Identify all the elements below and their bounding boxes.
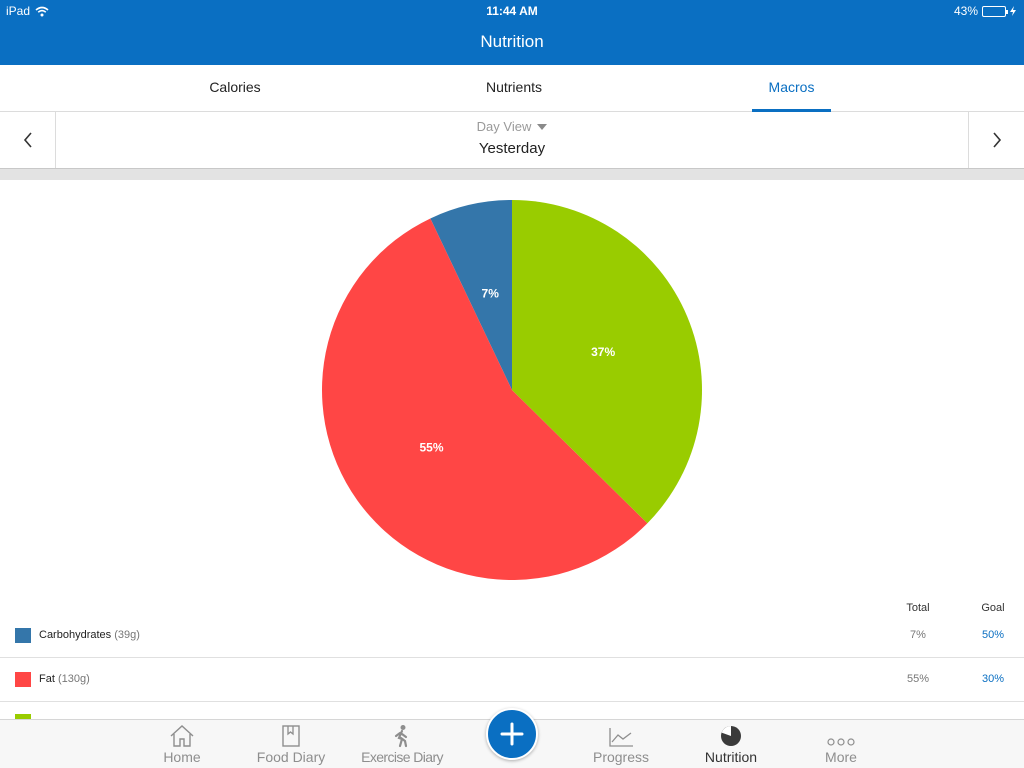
tab-calories[interactable]: Calories bbox=[209, 79, 261, 95]
tab-label: Home bbox=[163, 749, 201, 765]
tab-macros[interactable]: Macros bbox=[752, 65, 831, 112]
device-name: iPad bbox=[6, 4, 31, 18]
fat-swatch bbox=[15, 672, 31, 687]
pie-slice-fat[interactable] bbox=[322, 218, 648, 580]
tab-exercise-diary[interactable]: Exercise Diary bbox=[357, 720, 447, 768]
tab-nutrients[interactable]: Nutrients bbox=[485, 79, 543, 95]
legend-grams: (130g) bbox=[57, 673, 90, 685]
charging-bolt-icon bbox=[1010, 6, 1016, 16]
tab-label: Progress bbox=[592, 749, 650, 765]
chevron-right-icon bbox=[992, 132, 1001, 148]
tab-more[interactable]: More bbox=[806, 720, 876, 768]
tab-label: Exercise Diary bbox=[361, 749, 443, 765]
pie-label-fat: 55% bbox=[420, 440, 444, 454]
tab-label: Nutrition bbox=[704, 749, 758, 765]
legend-total: 55% bbox=[906, 673, 930, 685]
battery-icon bbox=[982, 5, 1008, 17]
divider-strip bbox=[0, 169, 1024, 180]
pie-label-carbohydrates: 7% bbox=[482, 287, 500, 301]
legend-name: Carbohydrates (39g) bbox=[39, 629, 140, 641]
plus-icon bbox=[500, 722, 524, 746]
legend-row-fat[interactable]: Fat (130g) 55% 30% bbox=[0, 658, 1024, 702]
tab-food-diary[interactable]: Food Diary bbox=[251, 720, 331, 768]
pie-slice-protein[interactable] bbox=[512, 200, 703, 524]
status-right: 43% bbox=[954, 4, 1016, 18]
day-label: Yesterday bbox=[478, 140, 546, 157]
legend-header: Total Goal bbox=[0, 600, 1024, 620]
pie-slice-carbohydrates[interactable] bbox=[430, 200, 512, 390]
add-button[interactable] bbox=[486, 708, 538, 760]
nutrition-tabs: Calories Nutrients Macros bbox=[0, 65, 1024, 112]
day-selector: Day View Yesterday bbox=[0, 112, 1024, 169]
total-header: Total bbox=[906, 602, 930, 614]
chevron-left-icon bbox=[23, 132, 32, 148]
legend-grams: (39g) bbox=[114, 629, 140, 641]
macros-pie-chart: 7% 55% 37% bbox=[0, 180, 1024, 600]
day-view-label: Day View bbox=[476, 119, 532, 134]
progress-chart-icon bbox=[609, 728, 633, 747]
legend-goal[interactable]: 50% bbox=[981, 629, 1005, 641]
next-day-button[interactable] bbox=[968, 112, 1024, 168]
tab-label: Food Diary bbox=[256, 749, 326, 765]
home-icon bbox=[170, 725, 194, 747]
tab-nutrition[interactable]: Nutrition bbox=[696, 720, 766, 768]
nutrition-pie-icon bbox=[721, 726, 741, 746]
food-diary-icon bbox=[282, 725, 300, 747]
legend-label: Carbohydrates bbox=[39, 629, 112, 641]
tab-home[interactable]: Home bbox=[147, 720, 217, 768]
day-view-dropdown[interactable]: Day View bbox=[477, 119, 548, 134]
caret-down-icon bbox=[537, 123, 548, 130]
pie-label-protein: 37% bbox=[591, 345, 615, 359]
legend-name: Fat (130g) bbox=[39, 673, 90, 685]
status-time: 11:44 AM bbox=[486, 4, 538, 18]
battery-percent: 43% bbox=[953, 4, 978, 18]
legend-total: 7% bbox=[910, 629, 926, 641]
status-left: iPad bbox=[6, 4, 49, 18]
exercise-icon bbox=[394, 725, 408, 748]
page-title: Nutrition bbox=[480, 32, 544, 51]
tab-label: More bbox=[825, 749, 857, 765]
wifi-icon bbox=[35, 6, 49, 16]
legend-row-carbohydrates[interactable]: Carbohydrates (39g) 7% 50% bbox=[0, 614, 1024, 658]
previous-day-button[interactable] bbox=[0, 112, 56, 168]
status-bar: iPad 11:44 AM 43% bbox=[0, 0, 1024, 22]
legend-goal[interactable]: 30% bbox=[981, 673, 1005, 685]
protein-swatch-partial bbox=[15, 714, 31, 720]
nav-bar: Nutrition bbox=[0, 22, 1024, 65]
pie-svg: 7% 55% 37% bbox=[322, 200, 703, 580]
legend-label: Fat bbox=[39, 673, 55, 685]
tab-progress[interactable]: Progress bbox=[586, 720, 656, 768]
carbohydrates-swatch bbox=[15, 628, 31, 643]
day-center: Day View Yesterday bbox=[56, 112, 968, 157]
more-dots-icon bbox=[827, 738, 855, 746]
goal-header: Goal bbox=[981, 602, 1005, 614]
